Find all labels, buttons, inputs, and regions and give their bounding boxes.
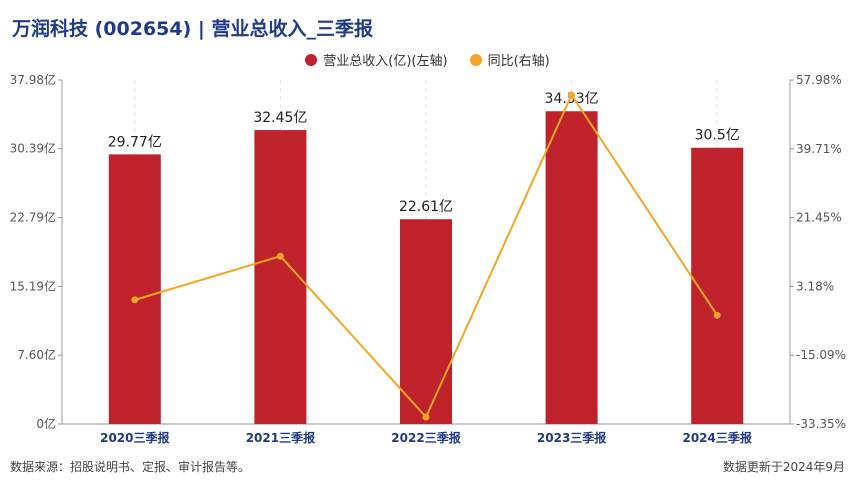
y-right-tick-label: 39.71% xyxy=(796,142,842,156)
y-right-tick-label: 21.45% xyxy=(796,211,842,225)
y-right-tick-label: 3.18% xyxy=(796,279,834,293)
yoy-point xyxy=(131,296,139,304)
y-left-tick-label: 22.79亿 xyxy=(10,210,56,225)
y-left-tick-label: 15.19亿 xyxy=(10,278,56,293)
y-left-tick-label: 0亿 xyxy=(36,416,56,431)
x-tick-label: 2021三季报 xyxy=(246,430,315,445)
y-left-tick-label: 7.60亿 xyxy=(17,347,56,362)
y-left-tick-label: 37.98亿 xyxy=(10,72,56,87)
y-right-tick-label: 57.98% xyxy=(796,73,842,87)
legend-item-revenue[interactable]: 营业总收入(亿)(左轴) xyxy=(305,50,448,69)
x-tick-label: 2024三季报 xyxy=(682,430,751,445)
chart-legend: 营业总收入(亿)(左轴) 同比(右轴) xyxy=(0,50,855,69)
data-source-note: 数据来源：招股说明书、定报、审计报告等。 xyxy=(10,460,251,474)
y-right-tick-label: -33.35% xyxy=(796,417,846,431)
revenue-bar xyxy=(691,147,744,425)
yoy-point xyxy=(713,311,721,319)
yoy-point xyxy=(422,413,430,421)
revenue-data-label: 22.61亿 xyxy=(399,199,453,215)
revenue-bar xyxy=(254,130,307,425)
legend-label-revenue: 营业总收入(亿)(左轴) xyxy=(323,54,448,69)
revenue-bar xyxy=(400,219,452,424)
legend-item-yoy[interactable]: 同比(右轴) xyxy=(469,50,550,69)
revenue-data-label: 32.45亿 xyxy=(253,110,307,126)
legend-dot-yoy-icon xyxy=(469,53,482,66)
legend-dot-revenue-icon xyxy=(305,53,318,66)
page-title: 万润科技 (002654) | 营业总收入_三季报 xyxy=(12,18,373,40)
y-left-tick-label: 30.39亿 xyxy=(10,141,56,156)
revenue-data-label: 30.5亿 xyxy=(695,128,740,144)
legend-label-yoy: 同比(右轴) xyxy=(487,54,550,69)
data-update-note: 数据更新于2024年9月 xyxy=(722,460,845,474)
revenue-bar xyxy=(108,154,161,424)
yoy-point xyxy=(276,252,284,260)
x-tick-label: 2020三季报 xyxy=(100,430,169,445)
revenue-data-label: 34.53亿 xyxy=(545,91,599,107)
revenue-bar xyxy=(545,111,598,425)
x-tick-label: 2022三季报 xyxy=(391,430,460,445)
revenue-data-label: 29.77亿 xyxy=(108,134,162,150)
yoy-point xyxy=(568,91,576,99)
y-right-tick-label: -15.09% xyxy=(796,348,846,362)
x-tick-label: 2023三季报 xyxy=(537,430,606,445)
